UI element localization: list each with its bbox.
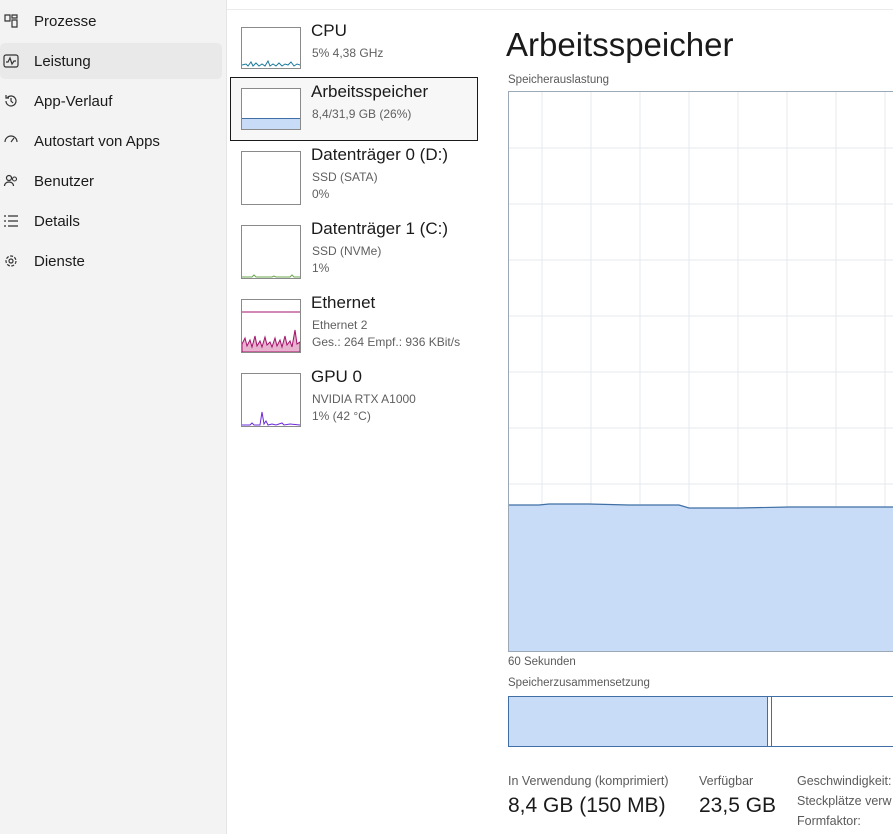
device-name: Ethernet <box>311 293 376 312</box>
gpu-thumbnail <box>241 373 301 427</box>
device-cpu[interactable]: CPU 5% 4,38 GHz <box>231 17 477 79</box>
sidebar-item-details[interactable]: Details <box>0 203 222 239</box>
details-icon <box>0 210 22 232</box>
divider <box>227 9 893 10</box>
cpu-thumbnail <box>241 27 301 69</box>
memory-usage-graph <box>508 91 893 652</box>
speed-label: Geschwindigkeit: <box>797 774 892 788</box>
memory-thumbnail <box>241 88 301 130</box>
sidebar-item-label: Details <box>34 212 80 230</box>
sidebar-item-label: Leistung <box>34 52 91 70</box>
in-use-value: 8,4 GB (150 MB) <box>508 794 666 817</box>
available-label: Verfügbar <box>699 774 754 788</box>
sidebar-item-label: Autostart von Apps <box>34 132 160 150</box>
sidebar-item-autostart[interactable]: Autostart von Apps <box>0 123 222 159</box>
device-detail: SSD (NVMe) <box>312 244 382 258</box>
history-icon <box>0 90 22 112</box>
services-icon <box>0 250 22 272</box>
in-use-label: In Verwendung (komprimiert) <box>508 774 669 788</box>
device-name: Datenträger 0 (D:) <box>311 145 448 164</box>
sidebar-item-dienste[interactable]: Dienste <box>0 243 222 279</box>
sidebar-item-label: App-Verlauf <box>34 92 113 110</box>
device-detail: SSD (SATA) <box>312 170 378 184</box>
slots-label: Steckplätze verw <box>797 794 892 808</box>
available-value: 23,5 GB <box>699 794 777 817</box>
performance-icon <box>0 50 22 72</box>
sidebar-item-label: Prozesse <box>34 12 97 30</box>
device-detail: 5% 4,38 GHz <box>312 46 384 60</box>
device-memory[interactable]: Arbeitsspeicher 8,4/31,9 GB (26%) <box>230 77 478 141</box>
device-detail: 1% <box>312 261 330 275</box>
sidebar-item-benutzer[interactable]: Benutzer <box>0 163 222 199</box>
device-disk-1[interactable]: Datenträger 1 (C:) SSD (NVMe) 1% <box>231 215 477 279</box>
page-title: Arbeitsspeicher <box>506 26 734 63</box>
sidebar-item-label: Benutzer <box>34 172 95 190</box>
device-name: Arbeitsspeicher <box>311 82 429 101</box>
device-name: CPU <box>311 21 347 40</box>
processes-icon <box>0 10 22 32</box>
device-detail: Ges.: 264 Empf.: 936 KBit/s <box>312 335 461 349</box>
device-gpu[interactable]: GPU 0 NVIDIA RTX A1000 1% (42 °C) <box>231 363 477 427</box>
device-name: GPU 0 <box>311 367 363 386</box>
device-detail: 1% (42 °C) <box>312 409 371 423</box>
device-ethernet[interactable]: Ethernet Ethernet 2 Ges.: 264 Empf.: 936… <box>231 289 477 353</box>
disk-1-thumbnail <box>241 225 301 279</box>
sidebar-item-app-verlauf[interactable]: App-Verlauf <box>0 83 222 119</box>
startup-icon <box>0 130 22 152</box>
device-detail: 8,4/31,9 GB (26%) <box>312 107 412 121</box>
sidebar: Prozesse Leistung App-Verlauf Autostart … <box>0 0 227 834</box>
memory-composition-bar <box>508 696 893 747</box>
users-icon <box>0 170 22 192</box>
composition-label: Speicherzusammensetzung <box>508 677 650 689</box>
form-factor-label: Formfaktor: <box>797 814 861 828</box>
time-label: 60 Sekunden <box>508 656 576 668</box>
device-disk-0[interactable]: Datenträger 0 (D:) SSD (SATA) 0% <box>231 141 477 205</box>
sidebar-item-label: Dienste <box>34 252 85 270</box>
device-name: Datenträger 1 (C:) <box>311 219 448 238</box>
usage-label: Speicherauslastung <box>508 74 610 86</box>
sidebar-item-prozesse[interactable]: Prozesse <box>0 3 222 39</box>
device-detail: Ethernet 2 <box>312 318 368 332</box>
device-detail: 0% <box>312 187 330 201</box>
sidebar-item-leistung[interactable]: Leistung <box>0 43 222 79</box>
ethernet-thumbnail <box>241 299 301 353</box>
disk-0-thumbnail <box>241 151 301 205</box>
device-detail: NVIDIA RTX A1000 <box>312 392 416 406</box>
